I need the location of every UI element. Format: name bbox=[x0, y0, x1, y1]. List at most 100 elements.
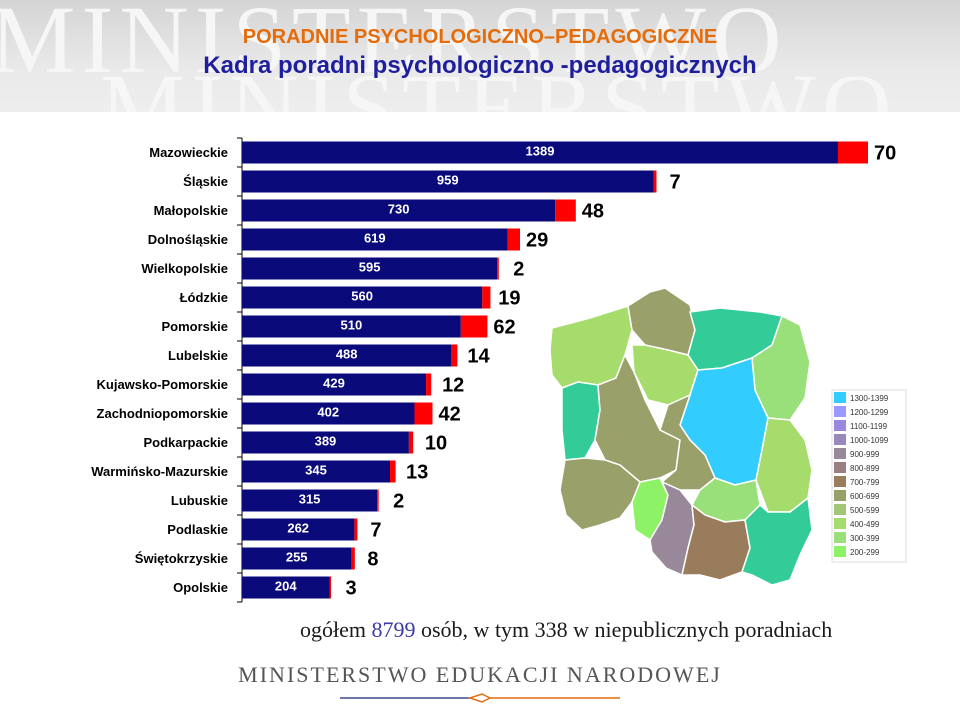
bar-value-label: 204 bbox=[275, 579, 297, 594]
watermark-text-2: MINISTERSTWO bbox=[100, 54, 898, 113]
map-region-podkarpackie bbox=[741, 496, 813, 586]
category-label: Świętokrzyskie bbox=[135, 551, 228, 566]
nonpublic-value-label: 8 bbox=[367, 549, 378, 571]
bar-value-label: 619 bbox=[364, 231, 386, 246]
bar-public bbox=[242, 228, 508, 251]
total-summary: ogółem 8799 osób, w tym 338 w niepublicz… bbox=[300, 617, 920, 643]
bar-nonpublic bbox=[482, 286, 491, 309]
legend-label: 1100-1199 bbox=[850, 422, 888, 431]
legend-label: 1200-1299 bbox=[850, 408, 889, 417]
category-label: Lubuskie bbox=[171, 493, 228, 508]
bar-nonpublic bbox=[497, 257, 499, 280]
nonpublic-value-label: 7 bbox=[370, 520, 381, 542]
bar-value-label: 730 bbox=[388, 202, 410, 217]
bar-value-label: 429 bbox=[323, 376, 345, 391]
legend-label: 1300-1399 bbox=[850, 394, 889, 403]
bar-public bbox=[242, 518, 355, 541]
total-suffix: osób, w tym 338 w niepublicznych poradni… bbox=[421, 617, 833, 642]
bar-value-label: 510 bbox=[341, 318, 363, 333]
nonpublic-value-label: 2 bbox=[393, 491, 404, 513]
legend-swatch bbox=[834, 490, 846, 501]
bar-public bbox=[242, 576, 330, 599]
nonpublic-value-label: 3 bbox=[346, 578, 357, 600]
nonpublic-value-label: 2 bbox=[513, 259, 524, 281]
bar-public bbox=[242, 344, 452, 367]
nonpublic-value-label: 62 bbox=[493, 317, 515, 339]
bar-value-label: 262 bbox=[287, 521, 309, 536]
nonpublic-value-label: 70 bbox=[874, 143, 896, 165]
bar-public bbox=[242, 373, 427, 396]
bar-nonpublic bbox=[377, 489, 379, 512]
bar-public bbox=[242, 199, 556, 222]
nonpublic-value-label: 14 bbox=[467, 346, 490, 368]
legend-label: 700-799 bbox=[850, 478, 880, 487]
bar-public bbox=[242, 402, 415, 425]
bar-value-label: 402 bbox=[317, 405, 339, 420]
nonpublic-value-label: 13 bbox=[406, 462, 428, 484]
map-region-dolnoslaskie bbox=[559, 457, 641, 531]
legend-label: 300-399 bbox=[850, 534, 880, 543]
category-label: Łódzkie bbox=[180, 290, 228, 305]
bar-nonpublic bbox=[451, 344, 458, 367]
bar-nonpublic bbox=[414, 402, 433, 425]
bar-nonpublic bbox=[653, 170, 657, 193]
pen-nib-icon bbox=[467, 693, 492, 703]
nonpublic-value-label: 12 bbox=[442, 375, 464, 397]
bar-nonpublic bbox=[507, 228, 521, 251]
bar-public bbox=[242, 141, 838, 164]
nonpublic-value-label: 7 bbox=[669, 172, 680, 194]
legend-label: 600-699 bbox=[850, 492, 880, 501]
nonpublic-value-label: 10 bbox=[425, 433, 447, 455]
bar-nonpublic bbox=[426, 373, 432, 396]
legend-swatch bbox=[834, 518, 846, 529]
legend-swatch bbox=[834, 504, 846, 515]
bar-value-label: 389 bbox=[315, 434, 337, 449]
bar-public bbox=[242, 170, 654, 193]
total-prefix: ogółem bbox=[300, 617, 366, 642]
category-label: Mazowieckie bbox=[149, 145, 228, 160]
bar-nonpublic bbox=[390, 460, 396, 483]
nonpublic-value-label: 29 bbox=[526, 230, 548, 252]
bar-value-label: 1389 bbox=[526, 144, 555, 159]
legend-label: 500-599 bbox=[850, 506, 880, 515]
bar-public bbox=[242, 315, 461, 338]
map-region-lubuskie bbox=[561, 381, 601, 461]
map-region-kujawsko-pomorskie bbox=[631, 344, 699, 406]
legend-swatch bbox=[834, 420, 846, 431]
bar-nonpublic bbox=[460, 315, 488, 338]
category-label: Podkarpackie bbox=[143, 435, 228, 450]
legend-label: 400-499 bbox=[850, 520, 880, 529]
legend-label: 900-999 bbox=[850, 450, 880, 459]
bar-value-label: 488 bbox=[336, 347, 358, 362]
bar-nonpublic bbox=[351, 547, 355, 570]
bar-nonpublic bbox=[408, 431, 414, 454]
category-label: Warmińsko-Mazurskie bbox=[91, 464, 228, 479]
legend-swatch bbox=[834, 476, 846, 487]
bar-chart: Mazowieckie 1389 70 Śląskie 959 7 Małopolskie 7… bbox=[91, 137, 896, 603]
bar-public bbox=[242, 257, 498, 280]
category-label: Wielkopolskie bbox=[141, 261, 228, 276]
bar-value-label: 255 bbox=[286, 550, 308, 565]
bar-public bbox=[242, 460, 391, 483]
bar-public bbox=[242, 489, 378, 512]
map-region-slaskie bbox=[649, 480, 695, 577]
legend-swatch bbox=[834, 434, 846, 445]
legend-swatch bbox=[834, 406, 846, 417]
map-region-malopolskie bbox=[681, 503, 751, 581]
legend-swatch bbox=[834, 448, 846, 459]
watermark-text: MINISTERSTWO bbox=[0, 0, 788, 93]
nonpublic-value-label: 42 bbox=[439, 404, 461, 426]
bar-value-label: 315 bbox=[299, 492, 321, 507]
bar-nonpublic bbox=[354, 518, 358, 541]
bar-value-label: 595 bbox=[359, 260, 381, 275]
bar-nonpublic bbox=[329, 576, 332, 599]
category-label: Podlaskie bbox=[167, 522, 228, 537]
bar-nonpublic bbox=[555, 199, 576, 222]
legend-label: 1000-1099 bbox=[850, 436, 889, 445]
legend-label: 200-299 bbox=[850, 548, 880, 557]
legend-label: 800-899 bbox=[850, 464, 880, 473]
bar-public bbox=[242, 431, 409, 454]
header-banner: MINISTERSTWO MINISTERSTWO PORADNIE PSYCH… bbox=[0, 0, 960, 112]
legend-swatch bbox=[834, 392, 846, 403]
category-label: Lubelskie bbox=[168, 348, 228, 363]
